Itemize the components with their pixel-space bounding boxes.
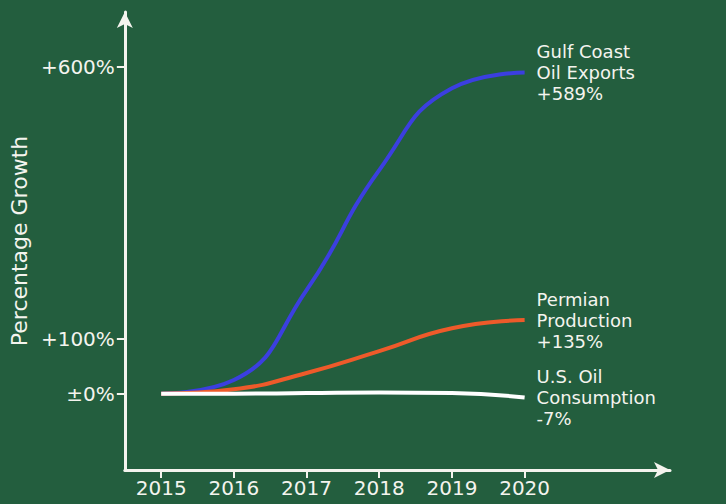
svg-text:U.S. Oil: U.S. Oil <box>537 366 603 387</box>
svg-text:-7%: -7% <box>537 408 572 429</box>
svg-text:2019: 2019 <box>426 476 477 500</box>
svg-text:+135%: +135% <box>537 331 604 352</box>
svg-text:2015: 2015 <box>136 476 187 500</box>
svg-text:+600%: +600% <box>41 55 115 79</box>
svg-text:2018: 2018 <box>354 476 405 500</box>
svg-text:2020: 2020 <box>499 476 550 500</box>
svg-text:2017: 2017 <box>281 476 332 500</box>
svg-text:±0%: ±0% <box>66 382 115 406</box>
svg-text:Consumption: Consumption <box>537 387 656 408</box>
svg-text:Oil Exports: Oil Exports <box>537 62 635 83</box>
svg-text:Production: Production <box>537 310 633 331</box>
svg-text:2016: 2016 <box>208 476 259 500</box>
svg-text:Gulf Coast: Gulf Coast <box>537 41 630 62</box>
svg-text:Percentage Growth: Percentage Growth <box>7 136 32 346</box>
svg-text:+589%: +589% <box>537 83 604 104</box>
svg-text:Permian: Permian <box>537 289 610 310</box>
svg-text:+100%: +100% <box>41 327 115 351</box>
